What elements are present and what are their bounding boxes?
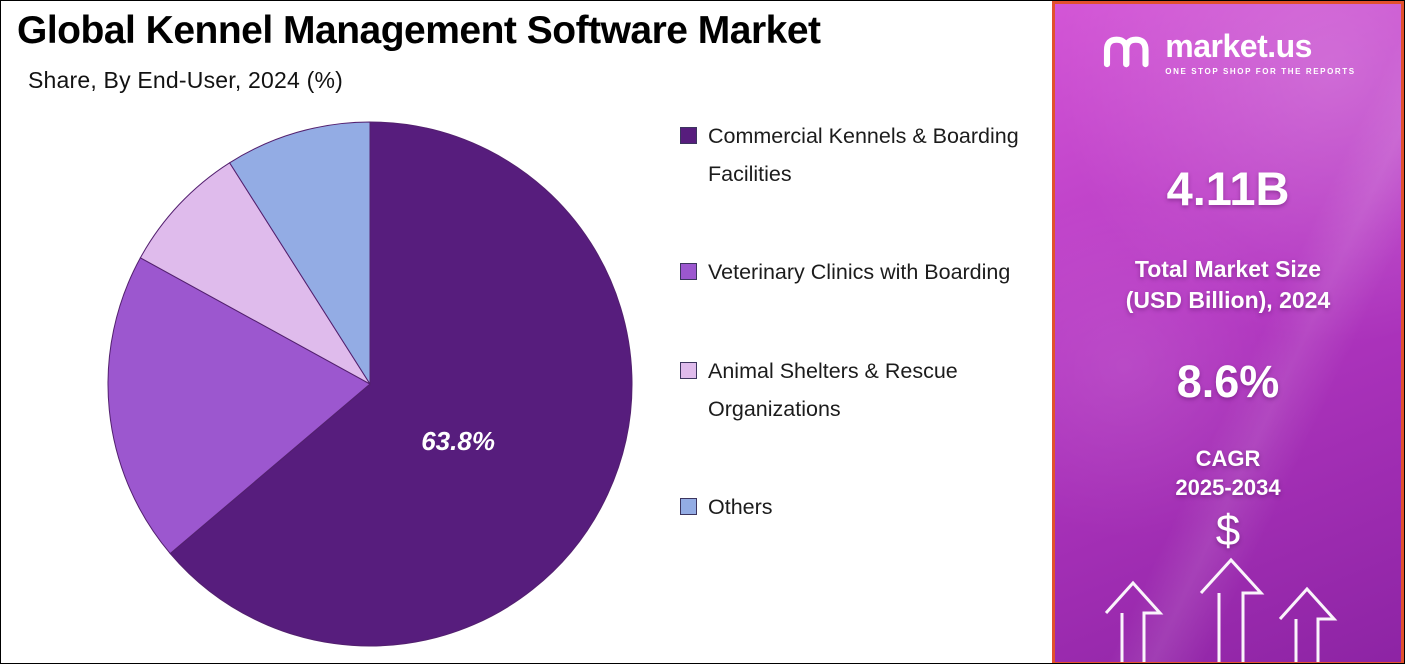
legend-swatch (680, 498, 697, 516)
market-size-value: 4.11B (1166, 162, 1290, 215)
legend: Commercial Kennels & Boarding Facilities… (680, 118, 1032, 527)
chart-subtitle: Share, By End-User, 2024 (%) (28, 67, 343, 93)
pie-slice-4 (228, 121, 371, 386)
marketus-logo-mark-icon (1100, 30, 1156, 72)
marketus-logo: market.us ONE STOP SHOP FOR THE REPORTS (1055, 30, 1401, 76)
dollar-symbol: $ (1215, 506, 1241, 555)
cagr-label-line1: CAGR (1195, 446, 1261, 471)
legend-label: Others (708, 495, 773, 520)
logo-name: market.us (1165, 28, 1312, 64)
legend-swatch (680, 263, 697, 281)
growth-arrows-icon (1104, 557, 1338, 662)
market-size-label-line2: (USD Billion), 2024 (1125, 287, 1331, 314)
legend-label: Animal Shelters & Rescue Organizations (708, 358, 958, 421)
market-size-label: Total Market Size (USD Billion), 2024 (1055, 254, 1401, 316)
marketus-logo-text: market.us ONE STOP SHOP FOR THE REPORTS (1165, 30, 1355, 76)
legend-item: Commercial Kennels & Boarding Facilities (680, 118, 1032, 193)
pie-data-label: 63.8% (421, 426, 495, 456)
legend-label: Commercial Kennels & Boarding Facilities (708, 124, 1019, 186)
legend-item: Veterinary Clinics with Boarding (680, 254, 1032, 292)
cagr-label-line2: 2025-2034 (1175, 474, 1281, 500)
legend-swatch (680, 361, 697, 379)
legend-item: Others (680, 489, 1032, 527)
legend-swatch (680, 127, 697, 144)
market-size-label-line1: Total Market Size (1134, 256, 1322, 282)
page-title: Global Kennel Management Software Market (17, 9, 821, 52)
cagr-value: 8.6% (1176, 356, 1280, 407)
logo-tagline: ONE STOP SHOP FOR THE REPORTS (1165, 67, 1356, 76)
side-panel: market.us ONE STOP SHOP FOR THE REPORTS … (1052, 1, 1404, 663)
legend-label: Veterinary Clinics with Boarding (708, 260, 1011, 285)
pie-slice-1 (169, 121, 633, 647)
chart-panel: Global Kennel Management Software Market… (1, 1, 1052, 663)
pie-slice-3 (139, 162, 371, 385)
pie-chart: 63.8% (107, 121, 633, 647)
pie-slice-2 (107, 257, 371, 555)
legend-item: Animal Shelters & Rescue Organizations (680, 353, 1032, 428)
cagr-label: CAGR 2025-2034 (1055, 445, 1401, 502)
